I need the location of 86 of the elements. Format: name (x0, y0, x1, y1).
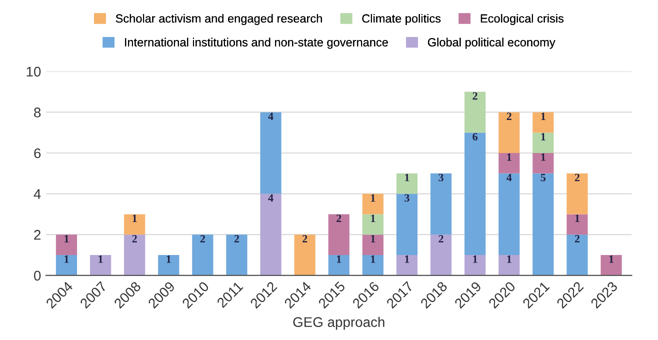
data-label: 1 (541, 153, 546, 161)
bar (464, 255, 486, 276)
data-label: 4 (268, 194, 274, 202)
bar (362, 194, 384, 214)
bar (532, 132, 554, 153)
data-label: 1 (405, 174, 410, 182)
bar (396, 173, 418, 194)
bar (192, 234, 214, 276)
data-label: 2 (200, 235, 205, 242)
data-label: 2 (132, 235, 137, 242)
bar (56, 255, 78, 276)
legend-label: Climate politics (362, 14, 441, 25)
data-label: 1 (473, 255, 478, 263)
data-label: 1 (405, 255, 410, 263)
bar (430, 173, 452, 235)
bar (124, 214, 146, 235)
data-label: 1 (541, 112, 546, 120)
bar (90, 255, 112, 276)
y-tick-label: 2 (34, 230, 40, 240)
data-label: 2 (574, 235, 580, 242)
bar (430, 234, 452, 276)
x-axis-title: GEG approach (293, 316, 384, 330)
bar (498, 255, 520, 276)
data-label: 1 (507, 153, 512, 161)
bar (260, 194, 282, 276)
data-label: 1 (371, 255, 376, 263)
data-label: 1 (575, 214, 580, 222)
data-label: 3 (438, 174, 444, 182)
bar (362, 214, 384, 235)
bar (532, 173, 554, 276)
bar (124, 234, 146, 276)
bar (532, 153, 554, 174)
bar (328, 255, 350, 276)
bar (600, 255, 622, 276)
bar (294, 234, 316, 276)
bar (260, 112, 282, 194)
bar (158, 255, 180, 276)
bar (362, 234, 384, 255)
data-label: 2 (302, 235, 308, 242)
bar (396, 255, 418, 276)
data-label: 2 (506, 112, 512, 120)
bar (362, 255, 384, 276)
data-label: 1 (166, 255, 171, 263)
y-tick-label: 0 (34, 270, 41, 281)
data-label: 5 (540, 174, 546, 182)
data-label: 1 (371, 214, 376, 222)
data-label: 1 (64, 255, 69, 263)
data-label: 2 (472, 92, 478, 100)
legend-label: Scholar activism and engaged research (116, 14, 322, 25)
data-label: 4 (506, 174, 512, 182)
data-label: 2 (336, 214, 342, 222)
bar (396, 194, 418, 255)
bar (56, 234, 78, 255)
data-label: 1 (609, 255, 614, 263)
data-label: 1 (507, 255, 512, 263)
data-label: 4 (268, 112, 274, 120)
y-tick-label: 10 (26, 66, 41, 77)
bar (498, 173, 520, 255)
bar (464, 92, 486, 133)
bar (498, 112, 520, 153)
bar (464, 132, 486, 255)
data-label: 1 (371, 194, 376, 202)
y-tick-label: 8 (34, 108, 41, 118)
data-label: 1 (371, 235, 376, 242)
y-tick-label: 4 (34, 189, 41, 199)
data-label: 2 (234, 235, 240, 242)
data-label: 1 (541, 133, 546, 140)
data-label: 3 (404, 194, 410, 202)
legend-label: International institutions and non-state governance (125, 38, 388, 49)
bar (328, 214, 350, 255)
bar (498, 153, 520, 174)
data-label: 1 (336, 255, 342, 263)
bar (566, 173, 588, 214)
bar (566, 234, 588, 276)
bar (566, 214, 588, 235)
data-label: 2 (438, 235, 444, 242)
y-tick-label: 6 (34, 148, 41, 158)
data-label: 6 (472, 133, 478, 140)
data-label: 1 (64, 235, 69, 242)
bar (532, 112, 554, 133)
bar (226, 234, 248, 276)
legend-label: Ecological crisis (480, 14, 564, 25)
data-label: 1 (98, 255, 103, 263)
data-label: 1 (132, 214, 137, 222)
data-label: 2 (574, 174, 580, 182)
legend-label: Global political economy (428, 38, 556, 49)
